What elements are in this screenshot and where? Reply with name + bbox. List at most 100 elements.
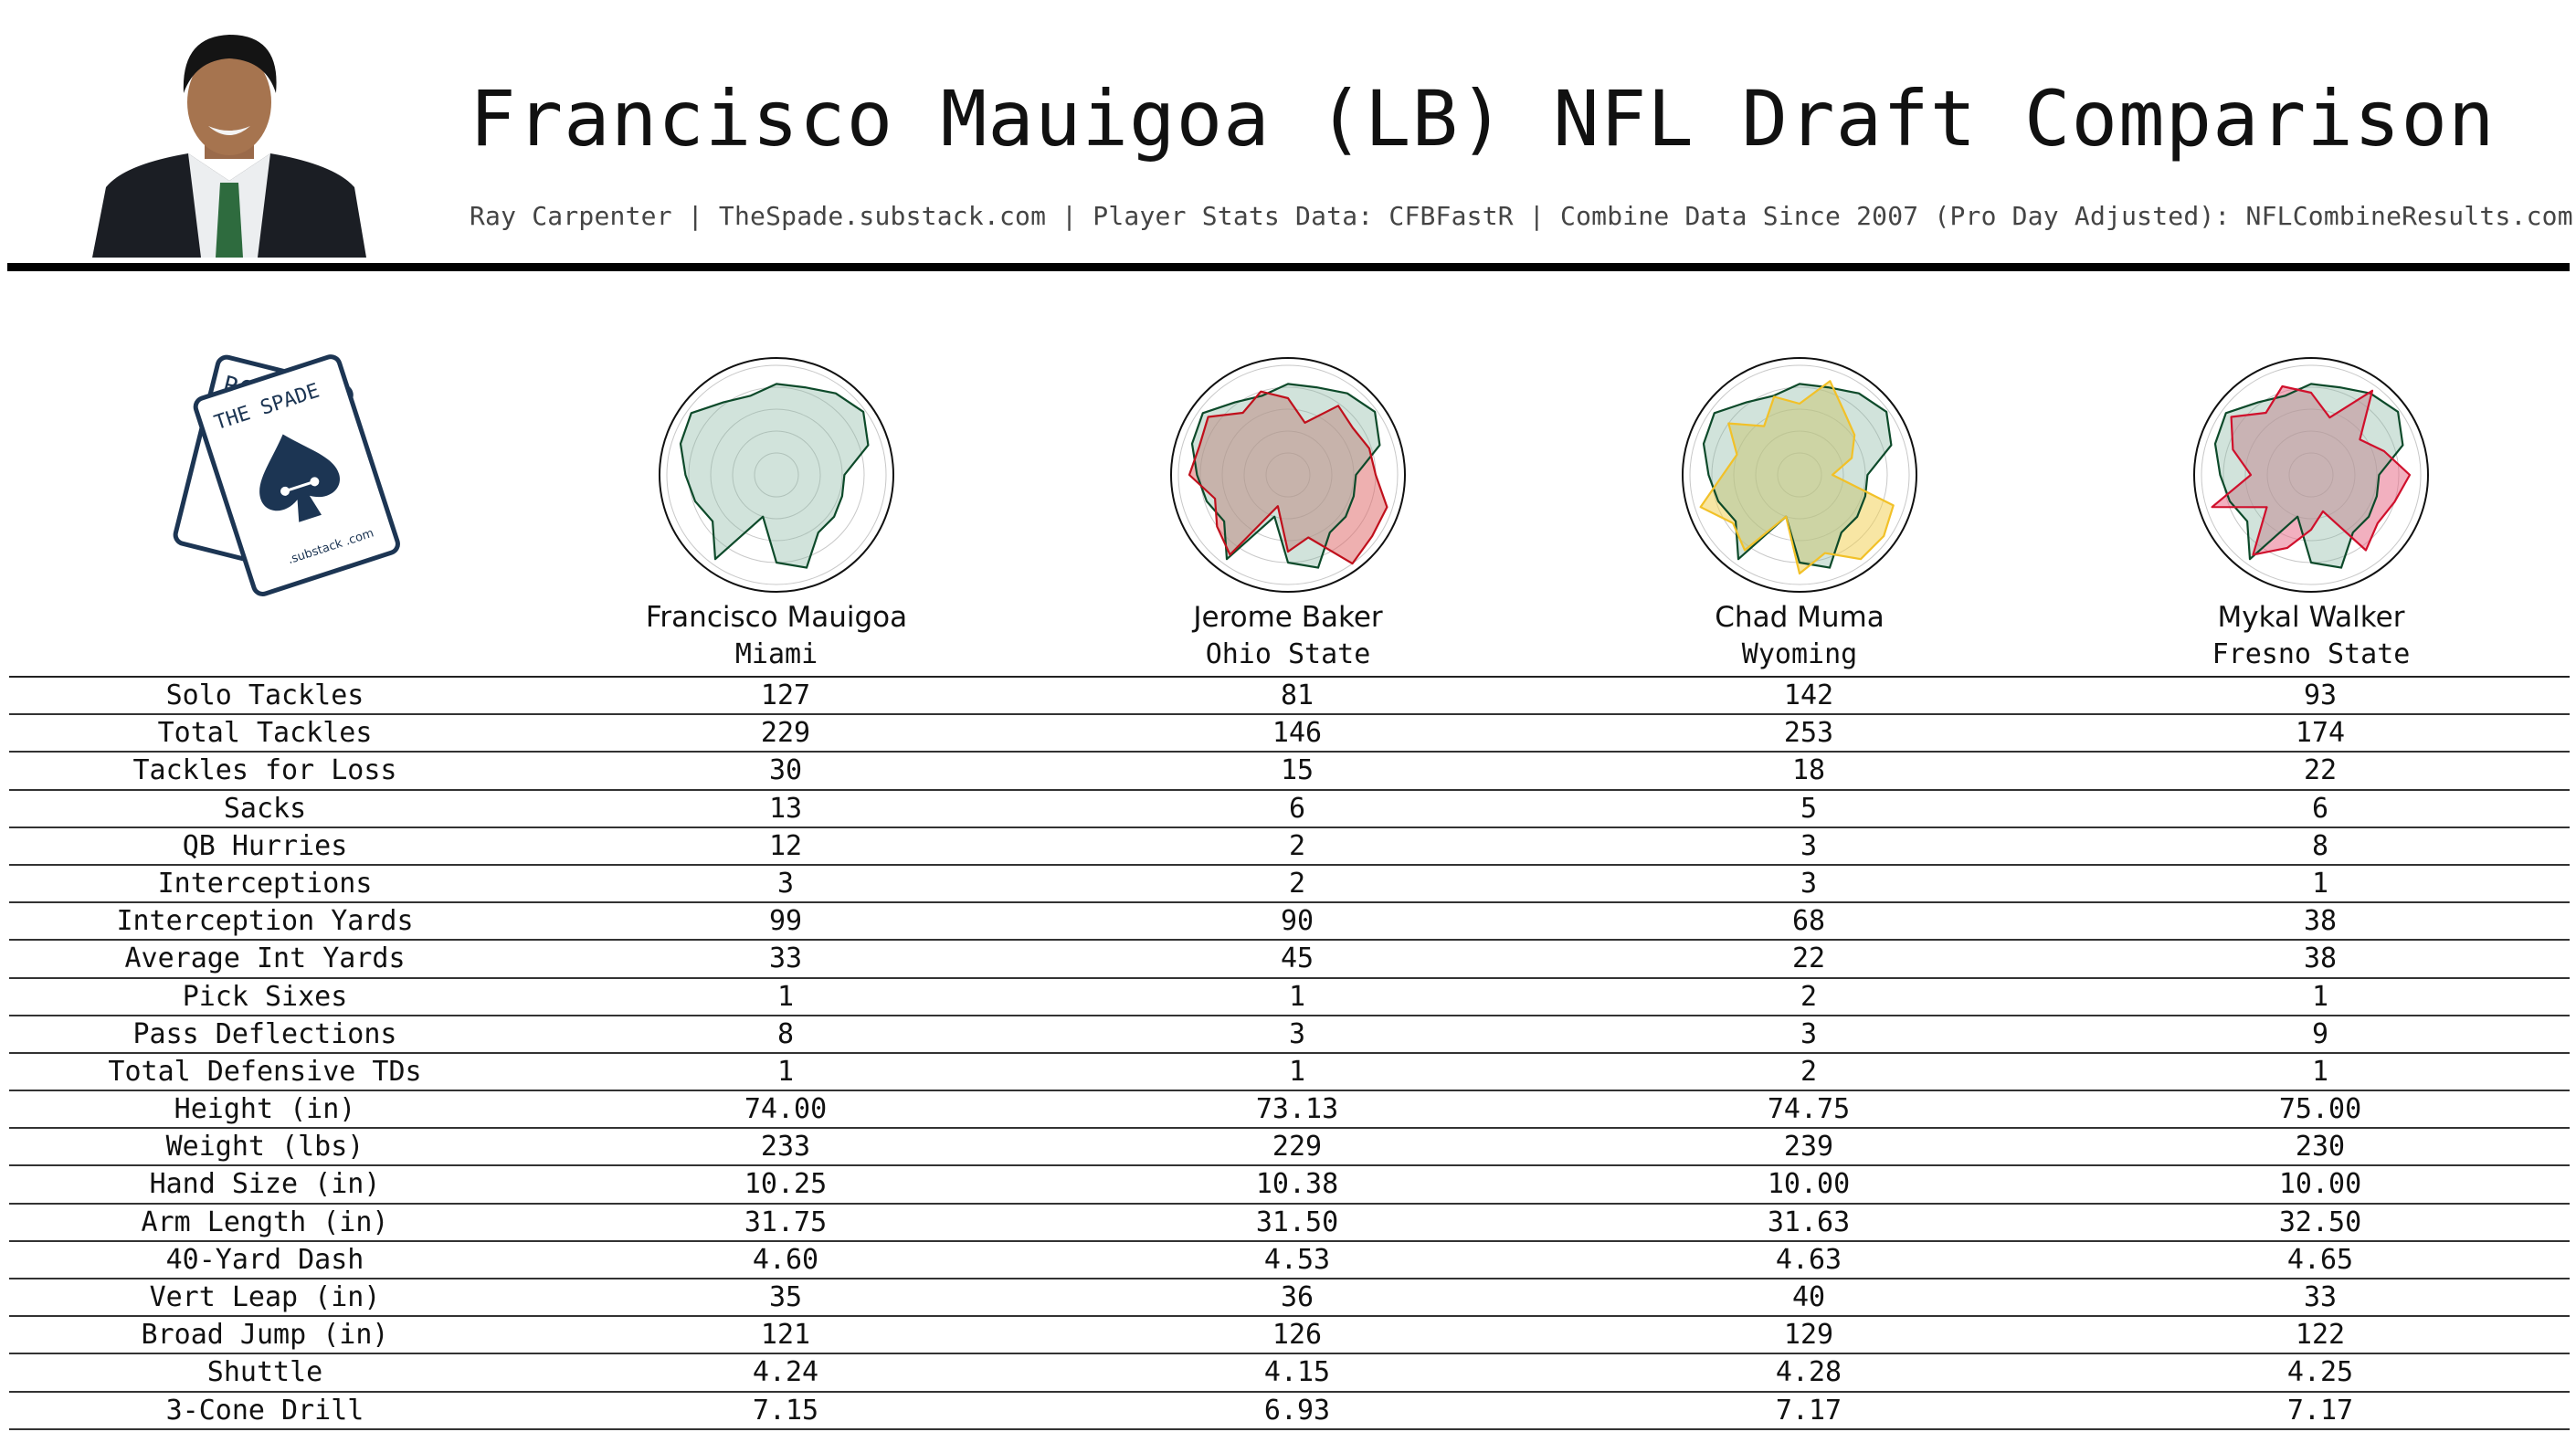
stat-value: 99 bbox=[768, 905, 803, 938]
player-school: Miami bbox=[734, 638, 818, 670]
stat-value: 2 bbox=[1800, 1055, 1818, 1088]
row-label: Average Int Yards bbox=[124, 942, 406, 975]
radar-gridline bbox=[1689, 364, 1910, 585]
stat-value: 22 bbox=[1791, 942, 1826, 975]
stat-value: 10.38 bbox=[1255, 1168, 1339, 1201]
radar-gridline bbox=[1177, 364, 1399, 585]
radar-chart bbox=[1682, 357, 1917, 593]
stat-value: 10.25 bbox=[744, 1168, 828, 1201]
stat-value: 33 bbox=[2303, 1281, 2338, 1313]
table-row: Pick Sixes 1 1 2 1 bbox=[9, 979, 2570, 1016]
stat-value: 2 bbox=[1288, 867, 1306, 900]
page-title: Francisco Mauigoa (LB) NFL Draft Compari… bbox=[470, 74, 2496, 163]
stat-value: 4.28 bbox=[1775, 1356, 1842, 1389]
table-row: Arm Length (in) 31.75 31.50 31.63 32.50 bbox=[9, 1205, 2570, 1242]
stat-value: 229 bbox=[1272, 1131, 1323, 1164]
stats-table: Solo Tackles 127 81 142 93 Total Tackles 229 14… bbox=[9, 676, 2570, 1430]
stat-value: 33 bbox=[768, 942, 803, 975]
stat-value: 5 bbox=[1800, 792, 1818, 825]
table-row: 40-Yard Dash 4.60 4.53 4.63 4.65 bbox=[9, 1242, 2570, 1279]
row-label: Shuttle bbox=[206, 1356, 323, 1389]
stat-value: 121 bbox=[760, 1319, 811, 1352]
table-row: Weight (lbs) 233 229 239 230 bbox=[9, 1129, 2570, 1167]
page-subtitle: Ray Carpenter | TheSpade.substack.com | … bbox=[470, 201, 2573, 231]
stat-value: 239 bbox=[1783, 1131, 1834, 1164]
stat-value: 4.65 bbox=[2286, 1243, 2354, 1276]
radar-chart bbox=[1170, 357, 1406, 593]
stat-value: 10.00 bbox=[2278, 1168, 2362, 1201]
stat-value: 174 bbox=[2295, 717, 2346, 750]
stat-value: 7.17 bbox=[1775, 1394, 1842, 1427]
stat-value: 74.00 bbox=[744, 1093, 828, 1126]
row-label: Broad Jump (in) bbox=[141, 1319, 389, 1352]
radar-series-primary bbox=[1190, 383, 1381, 569]
table-row: Total Defensive TDs 1 1 2 1 bbox=[9, 1054, 2570, 1092]
stat-value: 8 bbox=[2311, 829, 2329, 862]
stat-value: 1 bbox=[2311, 867, 2329, 900]
stat-value: 6.93 bbox=[1263, 1394, 1331, 1427]
row-label: Vert Leap (in) bbox=[149, 1281, 381, 1313]
row-label: Solo Tackles bbox=[165, 679, 364, 711]
stat-value: 73.13 bbox=[1255, 1093, 1339, 1126]
player-name: Chad Muma bbox=[1715, 601, 1884, 634]
row-label: Total Tackles bbox=[157, 717, 373, 750]
row-label: Hand Size (in) bbox=[149, 1168, 381, 1201]
stat-value: 233 bbox=[760, 1131, 811, 1164]
stat-value: 7.15 bbox=[752, 1394, 819, 1427]
table-row: Pass Deflections 8 3 3 9 bbox=[9, 1016, 2570, 1054]
radar-series-comparison-fill bbox=[1700, 381, 1894, 574]
player-column: Jerome Baker Ohio State bbox=[1032, 347, 1544, 676]
table-row: Hand Size (in) 10.25 10.38 10.00 10.00 bbox=[9, 1166, 2570, 1205]
table-row: Tackles for Loss 30 15 18 22 bbox=[9, 753, 2570, 791]
table-row: Shuttle 4.24 4.15 4.28 4.25 bbox=[9, 1354, 2570, 1393]
radar-gridline bbox=[732, 430, 821, 520]
stat-value: 146 bbox=[1272, 717, 1323, 750]
stat-value: 1 bbox=[776, 1055, 795, 1088]
player-column: Francisco Mauigoa Miami bbox=[521, 347, 1032, 676]
stat-value: 4.53 bbox=[1263, 1243, 1331, 1276]
stat-value: 38 bbox=[2303, 942, 2338, 975]
row-label: Tackles for Loss bbox=[132, 754, 397, 787]
stat-value: 75.00 bbox=[2278, 1093, 2362, 1126]
stat-value: 4.63 bbox=[1775, 1243, 1842, 1276]
photo-hair bbox=[183, 35, 277, 93]
stat-value: 9 bbox=[2311, 1017, 2329, 1050]
table-row: Height (in) 74.00 73.13 74.75 75.00 bbox=[9, 1091, 2570, 1130]
table-row: QB Hurries 12 2 3 8 bbox=[9, 828, 2570, 866]
stat-value: 3 bbox=[1800, 1017, 1818, 1050]
table-row: Solo Tackles 127 81 142 93 bbox=[9, 678, 2570, 716]
photo-tie bbox=[216, 183, 243, 258]
row-label: Pass Deflections bbox=[132, 1017, 397, 1050]
stat-value: 129 bbox=[1783, 1319, 1834, 1352]
row-label: Weight (lbs) bbox=[165, 1131, 364, 1164]
stat-value: 6 bbox=[1288, 792, 1306, 825]
stat-value: 10.00 bbox=[1767, 1168, 1851, 1201]
row-label: Total Defensive TDs bbox=[108, 1055, 422, 1088]
player-column: Chad Muma Wyoming bbox=[1544, 347, 2055, 676]
stat-value: 31.75 bbox=[744, 1206, 828, 1238]
radar-series-comparison-line bbox=[1188, 390, 1388, 565]
stat-value: 230 bbox=[2295, 1131, 2346, 1164]
spade-icon bbox=[259, 434, 340, 522]
stat-value: 68 bbox=[1791, 905, 1826, 938]
stat-value: 4.60 bbox=[752, 1243, 819, 1276]
row-label: 40-Yard Dash bbox=[165, 1243, 364, 1276]
radar-chart bbox=[2193, 357, 2429, 593]
radar-series-primary bbox=[1702, 383, 1893, 569]
radar-gridline bbox=[754, 452, 799, 498]
stat-value: 3 bbox=[1800, 829, 1818, 862]
stat-value: 30 bbox=[768, 754, 803, 787]
table-row: Sacks 13 6 5 6 bbox=[9, 791, 2570, 828]
row-label: Arm Length (in) bbox=[141, 1206, 389, 1238]
table-row: Interception Yards 99 90 68 38 bbox=[9, 903, 2570, 942]
stat-value: 38 bbox=[2303, 905, 2338, 938]
stat-value: 93 bbox=[2303, 679, 2338, 711]
stat-value: 4.15 bbox=[1263, 1356, 1331, 1389]
row-label: Pick Sixes bbox=[182, 980, 348, 1013]
stat-value: 18 bbox=[1791, 754, 1826, 787]
stat-value: 229 bbox=[760, 717, 811, 750]
player-name: Jerome Baker bbox=[1193, 601, 1383, 634]
photo-smile bbox=[208, 126, 250, 135]
stat-value: 1 bbox=[1288, 980, 1306, 1013]
radar-chart bbox=[659, 357, 894, 593]
